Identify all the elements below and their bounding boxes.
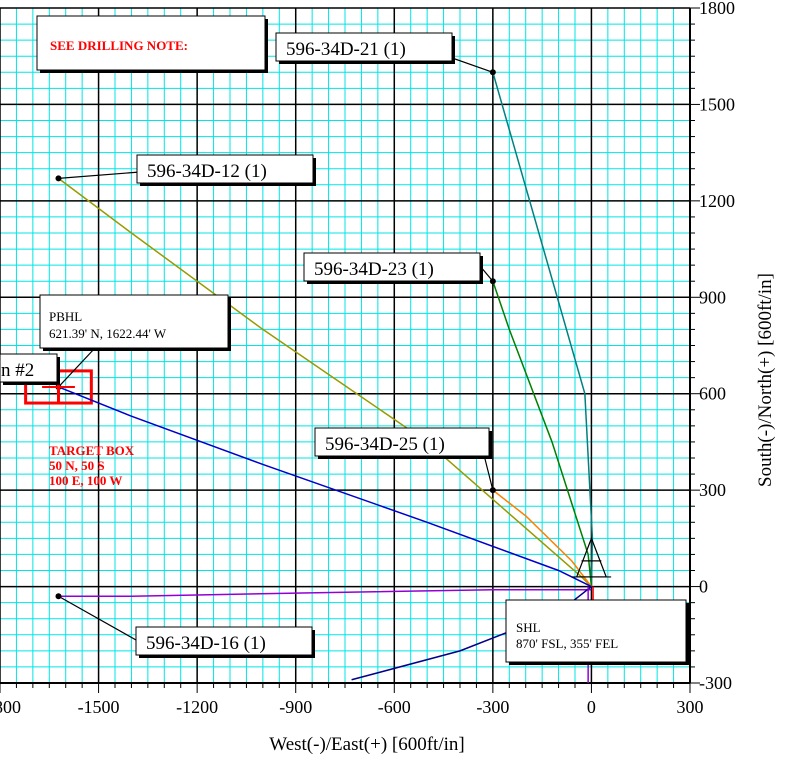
series-layer bbox=[24, 72, 612, 683]
y-tick-label: 900 bbox=[699, 287, 726, 307]
series-line bbox=[58, 177, 592, 588]
y-tick-label: 1200 bbox=[699, 191, 735, 211]
x-tick-label: 0 bbox=[587, 697, 596, 717]
y-tick-label: 600 bbox=[699, 384, 726, 404]
y-tick-label: 1800 bbox=[699, 0, 735, 18]
leader-line bbox=[483, 454, 494, 491]
series-line bbox=[492, 72, 594, 587]
leader-line bbox=[58, 347, 96, 388]
well-label-21: 596-34D-21 (1) bbox=[286, 39, 406, 60]
design-label: n #2 bbox=[1, 360, 34, 381]
series-line bbox=[492, 280, 593, 587]
label-box bbox=[275, 32, 453, 62]
y-axis-label: South(-)/North(+) [600ft/in] bbox=[755, 273, 776, 487]
target-box-ew: 100 E, 100 W bbox=[49, 473, 122, 488]
shl-title: SHL bbox=[516, 620, 541, 635]
label-box bbox=[36, 15, 266, 71]
y-tick-label: 300 bbox=[699, 480, 726, 500]
y-tick-label: 1500 bbox=[699, 94, 735, 114]
label-box bbox=[136, 154, 314, 184]
label-box bbox=[39, 294, 229, 349]
x-tick-label: -900 bbox=[279, 697, 312, 717]
label-box bbox=[505, 599, 687, 663]
x-tick-label: -1800 bbox=[0, 697, 21, 717]
well-label-16: 596-34D-16 (1) bbox=[146, 633, 266, 654]
target-box-label: TARGET BOX bbox=[49, 443, 135, 458]
leader-line bbox=[58, 171, 141, 179]
target-box-ns: 50 N, 50 S bbox=[49, 458, 105, 473]
pbhl-title: PBHL bbox=[49, 309, 82, 324]
series-line bbox=[492, 489, 593, 588]
x-axis-ticks: -1800 -1500 -1200 -900 -600 -300 0 300 bbox=[0, 683, 704, 717]
label-box bbox=[135, 626, 313, 656]
label-box bbox=[314, 427, 490, 457]
well-label-12: 596-34D-12 (1) bbox=[147, 161, 267, 182]
well-label-25: 596-34D-25 (1) bbox=[325, 434, 445, 455]
y-tick-label: 0 bbox=[699, 577, 708, 597]
series-line bbox=[58, 386, 592, 588]
leader-line bbox=[58, 595, 137, 641]
shl-coords: 870' FSL, 355' FEL bbox=[516, 636, 618, 651]
well-label-23: 596-34D-23 (1) bbox=[314, 259, 434, 280]
x-tick-label: -1200 bbox=[176, 697, 218, 717]
label-box bbox=[303, 252, 481, 282]
x-tick-label: 300 bbox=[677, 697, 704, 717]
series-line bbox=[58, 589, 592, 597]
x-tick-label: -600 bbox=[378, 697, 411, 717]
pbhl-coords: 621.39' N, 1622.44' W bbox=[49, 326, 167, 341]
annotation-layer: SEE DRILLING NOTE: 596-34D-21 (1) 596-34D-… bbox=[0, 15, 689, 665]
y-axis-ticks: -300 0 300 600 900 1200 1500 1800 bbox=[690, 0, 735, 693]
x-axis-label: West(-)/East(+) [600ft/in] bbox=[269, 734, 464, 755]
label-box bbox=[0, 353, 58, 383]
y-tick-label: -300 bbox=[699, 673, 732, 693]
x-tick-label: -1500 bbox=[78, 697, 120, 717]
drilling-note: SEE DRILLING NOTE: bbox=[50, 38, 188, 53]
x-tick-label: -300 bbox=[476, 697, 509, 717]
